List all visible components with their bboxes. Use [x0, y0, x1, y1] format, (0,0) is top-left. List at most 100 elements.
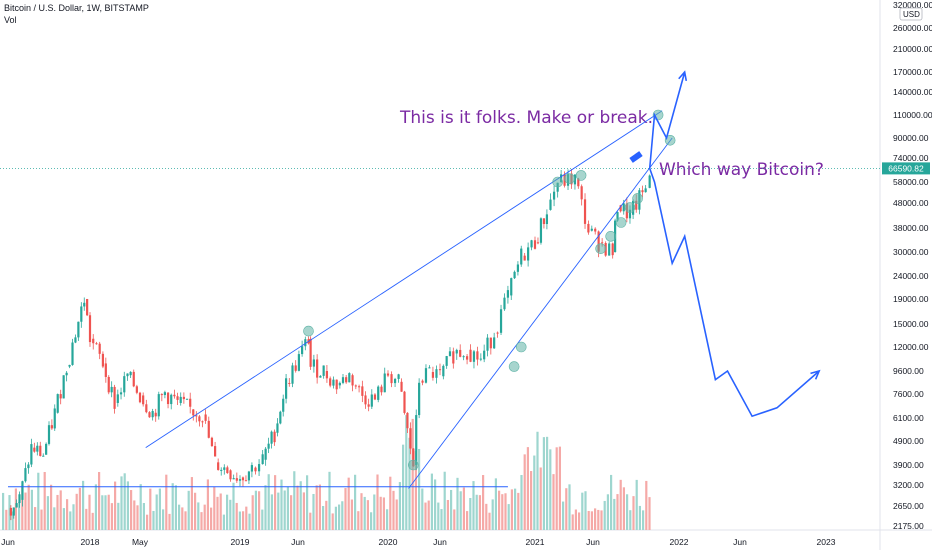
candle-body	[179, 396, 182, 403]
volume-bar	[485, 503, 488, 530]
candle-body	[291, 365, 294, 384]
volume-bar	[2, 492, 5, 530]
volume-bar	[645, 480, 648, 530]
volume-bar	[277, 492, 280, 530]
bullish-projection-path[interactable]	[648, 71, 686, 169]
volume-bar	[69, 511, 72, 530]
volume-bar	[437, 502, 440, 530]
volume-bar	[562, 501, 565, 530]
candle-body	[438, 369, 442, 371]
candle-body	[142, 395, 145, 405]
candle-body	[552, 191, 556, 200]
candle-body	[393, 378, 397, 384]
trendline-upper[interactable]	[145, 110, 663, 449]
currency-badge[interactable]	[899, 7, 923, 21]
candle-body	[513, 271, 516, 279]
candle-body	[45, 443, 48, 455]
candle-body	[329, 378, 332, 386]
candle-body	[65, 372, 68, 376]
volume-bar	[590, 511, 593, 530]
candle-body	[276, 423, 279, 433]
volume-bar	[267, 474, 270, 530]
candle-body	[397, 374, 400, 379]
volume-bar	[578, 512, 581, 530]
volume-bar	[302, 492, 305, 530]
trendline-touch-point	[595, 243, 606, 254]
candle-body	[499, 309, 503, 333]
volume-indicator-label[interactable]: Vol	[4, 15, 17, 25]
volume-bar	[526, 447, 529, 530]
volume-bar	[21, 485, 24, 530]
volume-bar	[238, 511, 241, 530]
candle-body	[370, 394, 373, 407]
candle-body	[377, 386, 380, 400]
candle-body	[406, 412, 409, 429]
volume-bar	[162, 509, 165, 530]
volume-bar	[478, 495, 481, 530]
volume-bar	[8, 495, 11, 530]
candle-body	[39, 445, 42, 456]
candle-body	[176, 396, 179, 400]
volume-bar	[334, 506, 337, 530]
volume-bar	[459, 491, 462, 530]
volume-bar	[72, 504, 75, 530]
volume-bar	[440, 509, 443, 530]
volume-bar	[114, 481, 117, 530]
y-tick-label: 58000.00	[893, 177, 929, 187]
bearish-projection-path[interactable]	[648, 168, 820, 418]
annotation-which-way: Which way Bitcoin?	[659, 160, 824, 180]
volume-bar	[59, 490, 62, 530]
volume-bar	[370, 512, 373, 530]
candle-body	[282, 398, 285, 412]
volume-bar	[34, 507, 37, 530]
trendline-lower[interactable]	[408, 137, 673, 489]
candle-body	[214, 446, 217, 457]
volume-bar	[290, 495, 293, 530]
trendline-touch-point	[408, 459, 419, 471]
candle-body	[616, 212, 619, 221]
candle-body	[154, 412, 157, 417]
candle-body	[415, 415, 418, 465]
volume-bar	[338, 504, 341, 530]
candle-body	[86, 299, 89, 316]
candle-body	[74, 337, 77, 343]
gavel-icon	[629, 151, 643, 163]
candle-body	[163, 392, 166, 396]
volume-bar	[203, 504, 206, 530]
candle-body	[611, 243, 614, 256]
volume-bar	[555, 447, 558, 530]
volume-bar	[523, 454, 526, 530]
candle-body	[18, 494, 21, 504]
candle-body	[361, 386, 364, 396]
volume-bar	[568, 484, 571, 530]
y-tick-label: 3200.00	[893, 480, 924, 490]
candle-body	[68, 364, 71, 367]
candle-body	[455, 349, 458, 354]
volume-bar	[322, 505, 325, 530]
x-tick-label: Jun	[733, 537, 747, 547]
candle-body	[496, 332, 499, 334]
candle-body	[170, 394, 173, 405]
volume-bar	[37, 472, 40, 530]
candle-body	[462, 356, 465, 358]
candle-body	[380, 386, 383, 393]
y-tick-label: 30000.00	[893, 247, 929, 257]
candle-body	[304, 339, 307, 347]
y-tick-label: 6100.00	[893, 413, 924, 423]
trendline-touch-point	[552, 176, 563, 188]
volume-bar	[53, 507, 56, 530]
volume-bar	[242, 511, 245, 530]
volume-bar	[315, 485, 318, 530]
volume-bar	[584, 491, 587, 530]
candle-body	[601, 242, 604, 244]
candle-body	[418, 382, 421, 416]
candle-body	[195, 415, 198, 417]
candle-body	[173, 394, 176, 397]
volume-bar	[120, 476, 123, 530]
candle-body	[542, 218, 546, 225]
candle-body	[493, 337, 496, 349]
candle-body	[59, 394, 62, 399]
candle-body	[198, 416, 201, 422]
candle-body	[232, 478, 235, 480]
